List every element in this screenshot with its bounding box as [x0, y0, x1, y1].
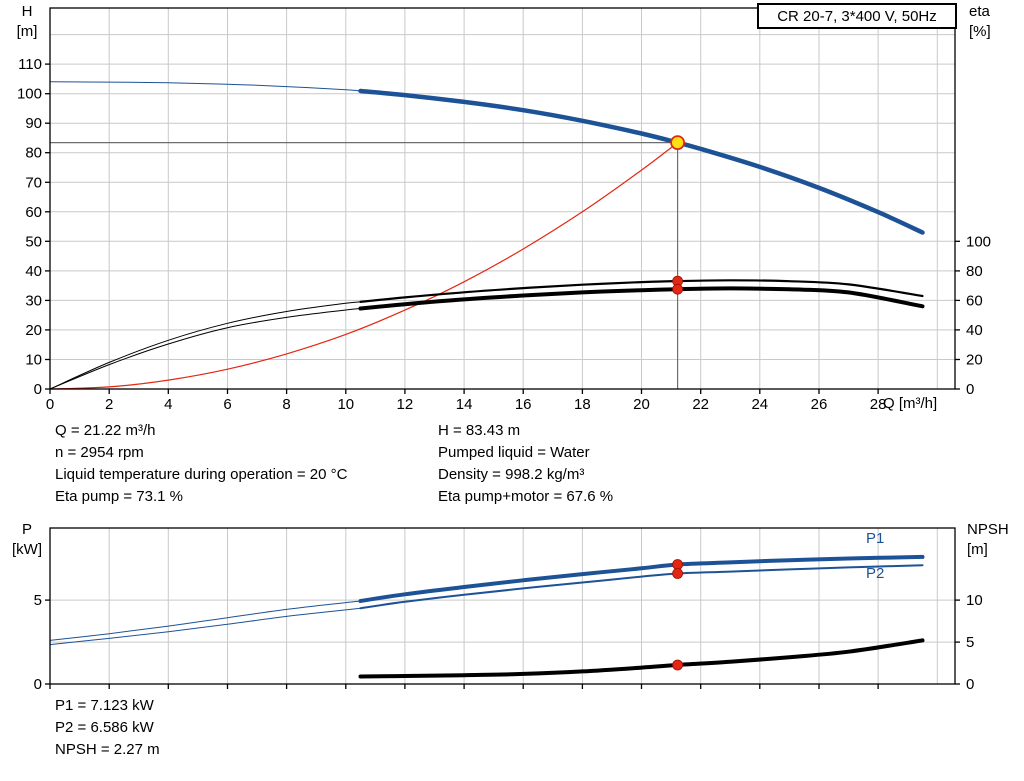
eta-axis-label-line2: [%]	[969, 23, 991, 40]
info-line: H = 83.43 m	[438, 422, 521, 439]
tick-label: 28	[870, 396, 887, 413]
tick-label: 80	[966, 263, 983, 280]
info-line: n = 2954 rpm	[55, 444, 144, 461]
tick-label: 4	[164, 396, 172, 413]
info-line: Density = 998.2 kg/m³	[438, 466, 585, 483]
pump-title-box: CR 20-7, 3*400 V, 50Hz	[757, 3, 957, 29]
npsh-axis-label: NPSH [m]	[967, 520, 1023, 560]
info-line: P2 = 6.586 kW	[55, 719, 154, 736]
tick-label: 0	[966, 381, 974, 398]
curve-point-marker	[672, 559, 683, 570]
power-npsh-chart: 0 5 0 5 10	[34, 527, 983, 693]
tick-label: 60	[25, 204, 42, 221]
tick-label: 0	[46, 396, 54, 413]
tick-label: 20	[25, 322, 42, 339]
p1-curve-label: P1	[866, 530, 885, 547]
p-axis-label-line2: [kW]	[12, 541, 42, 558]
plot-frame	[49, 7, 956, 390]
info-line: NPSH = 2.27 m	[55, 741, 160, 758]
duty-point-marker[interactable]	[670, 135, 685, 151]
p-axis-label: P [kW]	[6, 520, 48, 560]
tick-label: 0	[34, 676, 42, 693]
tick-label: 30	[25, 292, 42, 309]
eta-axis-label: eta [%]	[969, 2, 1019, 42]
tick-label: 90	[25, 115, 42, 132]
tick-label: 80	[25, 145, 42, 162]
tick-label: 40	[25, 263, 42, 280]
curve-eta-pump-motor	[358, 286, 925, 311]
npsh-axis-label-line2: [m]	[967, 541, 988, 558]
tick-label: 50	[25, 233, 42, 250]
curve-p1-lowflow	[49, 600, 361, 641]
operating-data-left: Q = 21.22 m³/h n = 2954 rpm Liquid tempera…	[55, 420, 347, 508]
info-line: Q = 21.22 m³/h	[55, 422, 156, 439]
q-axis-label: Q [m³/h]	[883, 395, 938, 412]
tick-label: 26	[811, 396, 828, 413]
info-line: Liquid temperature during operation = 20…	[55, 466, 348, 483]
p-axis-label-line1: P	[21, 521, 32, 538]
curve-qh	[358, 88, 925, 235]
tick-label: 14	[456, 396, 473, 413]
info-line: P1 = 7.123 kW	[55, 697, 154, 714]
curve-system-curve	[49, 142, 679, 390]
tick-label: 100	[17, 86, 42, 103]
curve-p1	[358, 554, 925, 603]
p2-curve-label: P2	[866, 565, 885, 582]
npsh-axis-label-line1: NPSH	[967, 521, 1009, 538]
power-npsh-data: P1 = 7.123 kW P2 = 6.586 kW NPSH = 2.27 m	[55, 695, 160, 761]
qh-eta-chart: 0 2 4 6 8 10 12 14 16 18 20 22 24 26 28010203040506070…	[17, 7, 991, 413]
tick-label: 10	[337, 396, 354, 413]
info-line: Pumped liquid = Water	[438, 444, 590, 461]
tick-label: 8	[282, 396, 290, 413]
plot-frame	[49, 527, 956, 685]
h-axis-label-line1: H	[21, 3, 33, 20]
h-axis-label-line2: [m]	[16, 23, 38, 40]
curve-eta-pump-lowflow	[49, 301, 361, 390]
tick-label: 10	[966, 592, 983, 609]
info-line: Eta pump = 73.1 %	[55, 488, 183, 505]
curve-p2-lowflow	[49, 607, 361, 646]
tick-label: 2	[105, 396, 113, 413]
tick-label: 5	[966, 634, 974, 651]
tick-label: 0	[966, 676, 974, 693]
tick-label: 20	[633, 396, 650, 413]
curve-point-marker	[672, 283, 683, 295]
tick-label: 18	[574, 396, 591, 413]
info-line: Eta pump+motor = 67.6 %	[438, 488, 614, 505]
curve-point-marker	[672, 568, 683, 579]
tick-label: 70	[25, 174, 42, 191]
tick-label: 0	[34, 381, 42, 398]
tick-label: 22	[692, 396, 709, 413]
tick-label: 110	[18, 56, 42, 73]
tick-label: 16	[515, 396, 532, 413]
tick-label: 12	[397, 396, 414, 413]
curve-eta-pump-motor-lowflow	[49, 308, 361, 390]
tick-label: 60	[966, 292, 983, 309]
curve-npsh	[358, 638, 925, 679]
curve-p2	[359, 564, 924, 610]
tick-label: 24	[751, 396, 768, 413]
tick-label: 10	[25, 352, 42, 369]
curve-eta-pump	[359, 279, 924, 303]
h-axis-label: H [m]	[8, 2, 46, 42]
tick-label: 20	[966, 352, 983, 369]
curve-qh-lowflow	[49, 81, 361, 92]
tick-label: 6	[223, 396, 231, 413]
tick-label: 5	[34, 592, 42, 609]
tick-label: 40	[966, 322, 983, 339]
tick-label: 100	[966, 233, 991, 250]
eta-axis-label-line1: eta	[969, 3, 990, 20]
curve-point-marker	[672, 659, 683, 671]
operating-data-right: H = 83.43 m Pumped liquid = Water Density …	[438, 420, 613, 508]
